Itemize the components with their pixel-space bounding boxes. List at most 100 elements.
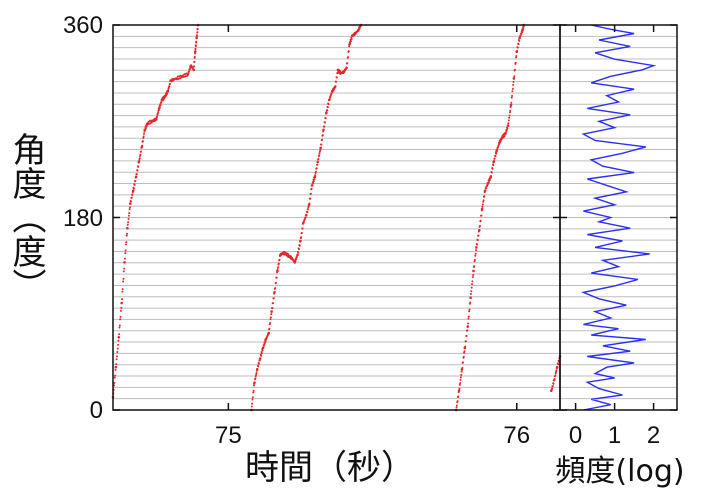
data-point [314,174,317,177]
data-point [305,214,308,217]
data-point [506,127,509,130]
data-point [490,175,493,178]
data-point [118,333,121,336]
data-point [316,163,319,166]
data-point [145,125,148,128]
data-point [121,290,124,293]
data-point [260,354,263,357]
data-point [493,159,496,162]
data-point [136,169,139,172]
data-point [298,244,301,247]
data-point [510,101,513,104]
data-point [320,143,323,146]
data-point [309,192,312,195]
data-point [138,157,141,160]
data-point [348,45,351,48]
data-point [553,378,556,381]
data-point [195,34,198,37]
data-point [469,301,472,304]
data-point [142,136,145,139]
data-point [467,315,470,318]
data-point [472,269,475,273]
data-point [128,208,131,211]
data-point [121,298,124,301]
data-point [521,31,524,34]
data-point [464,340,467,343]
data-point [298,248,301,251]
data-point [512,80,515,83]
data-point [119,315,122,318]
data-point [492,164,495,167]
data-point [114,374,117,377]
data-point [138,159,141,162]
data-point [154,117,158,121]
data-point [317,158,320,161]
data-point [116,347,119,350]
data-point [330,92,333,95]
data-point [115,358,118,361]
data-point [551,387,554,390]
data-point [554,374,557,377]
y-tick-label-0: 0 [90,397,103,424]
data-point [259,357,262,360]
data-point [252,389,255,392]
tick-marks [113,24,677,411]
data-point [168,82,171,85]
data-point [129,202,132,205]
data-point [304,216,307,219]
data-point [193,60,196,63]
data-point [507,122,510,125]
data-point [323,125,326,128]
data-point [496,148,499,151]
data-point [475,246,478,249]
data-point [122,280,125,283]
data-point [471,276,474,279]
data-point [499,139,502,142]
data-point [254,377,257,380]
data-point [497,144,500,147]
data-point [155,115,158,118]
data-point [556,366,559,369]
data-point [505,129,508,132]
data-point [264,340,267,343]
data-point [140,150,143,153]
data-point [134,180,137,183]
data-point [114,368,117,371]
data-point [262,346,265,349]
data-point [120,306,123,309]
data-point [335,80,338,83]
data-point [119,318,122,321]
data-point [480,214,483,217]
data-point [514,61,517,64]
data-point [125,234,128,237]
data-point [308,202,311,205]
data-point [113,381,116,384]
data-point [312,180,315,183]
data-point [157,109,160,112]
data-point [144,127,147,130]
data-point [275,276,278,279]
data-point [295,258,298,261]
data-point [458,387,461,390]
data-point [193,50,197,54]
data-point [166,92,169,95]
data-point [339,70,342,73]
data-point [321,138,324,141]
data-point [255,373,258,376]
data-point [143,133,146,136]
main-plot-grid [113,35,560,400]
data-point [347,56,350,59]
data-point [195,36,198,40]
data-point [257,362,260,365]
data-point [194,45,197,48]
data-point [168,85,171,88]
freq-tick-label-1: 1 [608,422,621,449]
data-point [130,200,133,203]
data-point [508,114,511,117]
data-point [261,349,264,352]
data-point [473,258,476,261]
data-point [133,184,136,187]
data-point [260,352,263,355]
data-point [470,290,473,293]
data-point [251,402,254,405]
